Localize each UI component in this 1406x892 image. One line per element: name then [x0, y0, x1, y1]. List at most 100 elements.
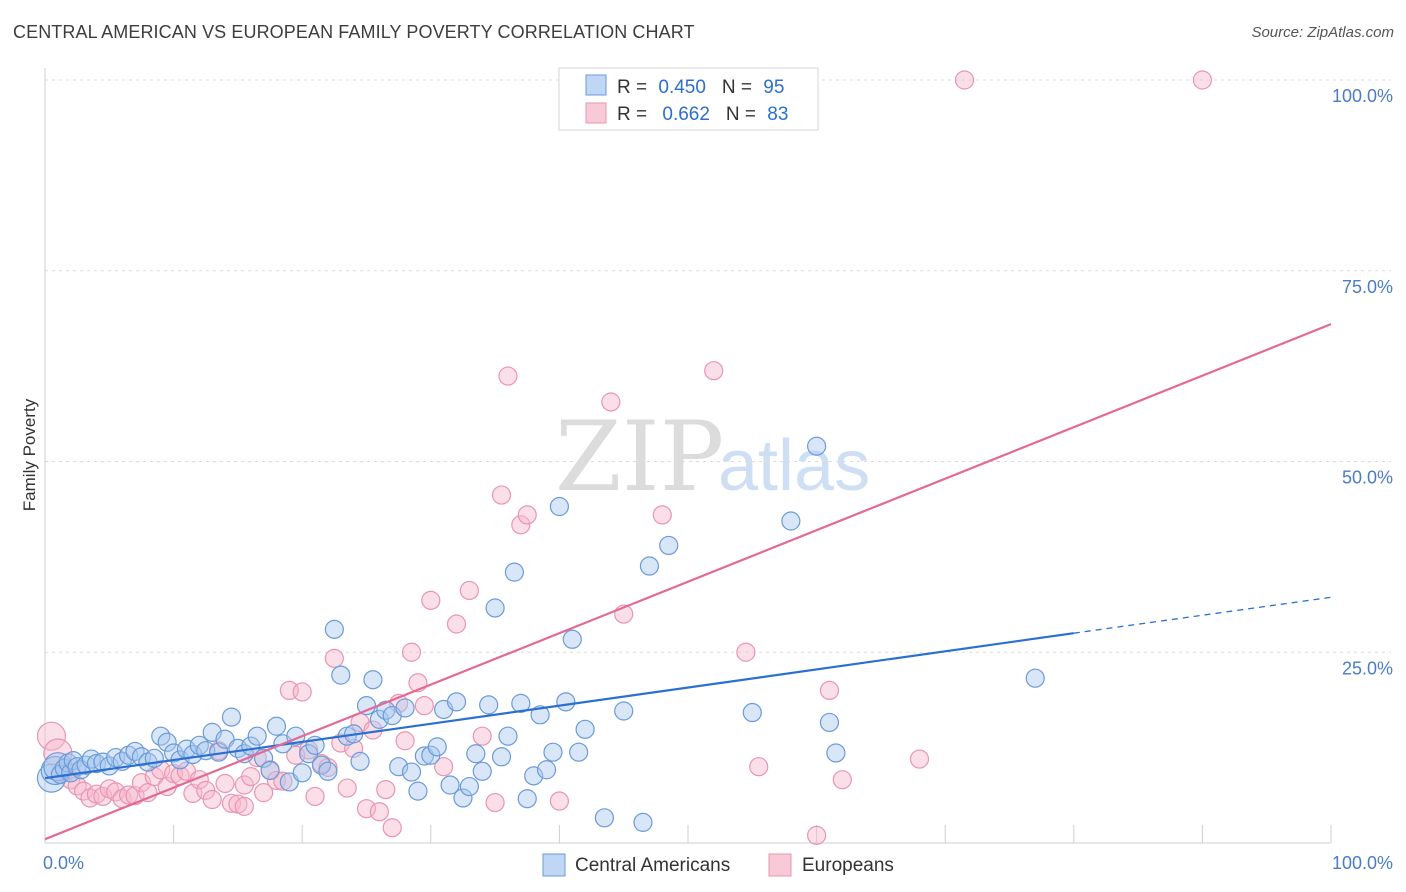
series-legend-swatch-europeans	[768, 853, 792, 877]
x-tick-label: 0.0%	[43, 853, 84, 873]
y-tick-label: 75.0%	[1342, 277, 1393, 297]
central-american-point	[324, 619, 344, 639]
x-tick-label: 100.0%	[1332, 853, 1393, 873]
central-american-point	[266, 716, 287, 736]
central-american-point	[517, 789, 537, 809]
european-point	[954, 70, 975, 90]
european-point	[401, 642, 422, 662]
european-point	[511, 515, 531, 535]
central-american-point	[331, 665, 351, 685]
central-american-point	[826, 743, 846, 763]
european-point	[376, 779, 396, 800]
legend-n-value: 83	[767, 104, 788, 125]
central-american-point	[459, 776, 479, 797]
legend-swatch-europeans	[585, 102, 607, 124]
gridlines	[45, 79, 1391, 653]
european-point	[652, 505, 672, 525]
series-legend-swatch-central-americans	[542, 853, 566, 877]
european-point	[36, 721, 67, 751]
european-point	[254, 783, 274, 803]
european-point	[485, 792, 505, 813]
legend-r-label: R =	[617, 104, 652, 125]
legend-n-label: N =	[722, 77, 757, 98]
central-american-point	[76, 755, 96, 775]
european-point	[832, 770, 852, 790]
central-american-point	[543, 742, 563, 762]
central-american-point	[633, 812, 653, 832]
central-american-point	[157, 732, 177, 752]
y-tick-label: 50.0%	[1342, 468, 1393, 488]
watermark: ZIP atlas	[555, 401, 870, 513]
central-american-point	[594, 808, 615, 828]
central-american-point	[556, 692, 576, 712]
central-american-point	[440, 775, 460, 795]
central-american-point	[781, 511, 801, 531]
european-point	[749, 757, 769, 777]
european-point	[395, 731, 415, 751]
central-american-point	[536, 760, 557, 780]
european-point	[517, 505, 537, 525]
european-point	[434, 757, 454, 777]
watermark-zip: ZIP	[555, 401, 724, 513]
central-american-point	[639, 556, 660, 576]
legend-r-value: 0.450	[658, 77, 706, 98]
european-point	[498, 366, 518, 386]
central-american-point	[427, 737, 447, 757]
y-tick-labels: 25.0% 50.0% 75.0% 100.0%	[1332, 86, 1393, 678]
x-tick-labels: 0.0% 100.0%	[43, 853, 1393, 873]
central-american-point	[479, 695, 499, 715]
legend-r-value: 0.662	[662, 104, 710, 125]
european-point	[909, 749, 930, 769]
european-point	[324, 648, 344, 668]
y-tick-label: 100.0%	[1332, 86, 1393, 106]
central-american-point	[125, 741, 145, 762]
central-american-point	[511, 693, 531, 713]
chart-title: CENTRAL AMERICAN VS EUROPEAN FAMILY POVE…	[13, 22, 695, 42]
central-american-point	[549, 496, 570, 517]
european-point	[472, 726, 492, 746]
central-american-point	[1025, 668, 1045, 688]
central-american-point	[318, 761, 338, 781]
y-tick-label: 25.0%	[1342, 658, 1393, 678]
series-legend-central-americans: Central Americans	[575, 855, 730, 876]
legend-n-label: N =	[726, 104, 761, 125]
central-american-point	[401, 762, 422, 782]
central-american-point	[530, 705, 550, 725]
central-american-point	[614, 701, 634, 721]
european-point	[736, 642, 756, 662]
european-points	[36, 70, 1213, 845]
central-american-point	[498, 726, 518, 746]
trend-line-europeans	[44, 323, 1332, 841]
central-american-point	[491, 747, 512, 767]
central-american-point	[221, 707, 242, 727]
legend-r-label: R =	[617, 77, 652, 98]
watermark-atlas: atlas	[718, 426, 870, 506]
european-point	[414, 696, 434, 716]
european-point	[369, 802, 389, 822]
central-american-point	[659, 535, 679, 556]
y-axis-label: Family Poverty	[20, 398, 39, 511]
legend: R = 0.450 N = 95 R = 0.662 N = 83	[558, 67, 819, 131]
legend-row-0: R = 0.450 N = 95	[617, 77, 784, 98]
european-point	[234, 796, 254, 816]
axes	[44, 68, 1332, 844]
european-point	[273, 771, 293, 791]
european-point	[446, 614, 467, 634]
european-point	[421, 590, 441, 610]
european-point	[215, 773, 235, 794]
european-point	[549, 791, 570, 811]
central-american-point	[742, 702, 762, 723]
central-american-point	[389, 757, 409, 777]
european-point	[292, 682, 312, 702]
central-american-point	[350, 751, 370, 771]
european-point	[305, 786, 325, 807]
european-point	[704, 361, 724, 381]
european-point	[491, 485, 512, 505]
trend-lines	[44, 323, 1332, 841]
european-point	[241, 767, 261, 787]
central-american-point	[569, 742, 589, 762]
european-point	[93, 786, 113, 807]
central-american-point	[472, 761, 492, 781]
central-american-point	[485, 598, 505, 618]
